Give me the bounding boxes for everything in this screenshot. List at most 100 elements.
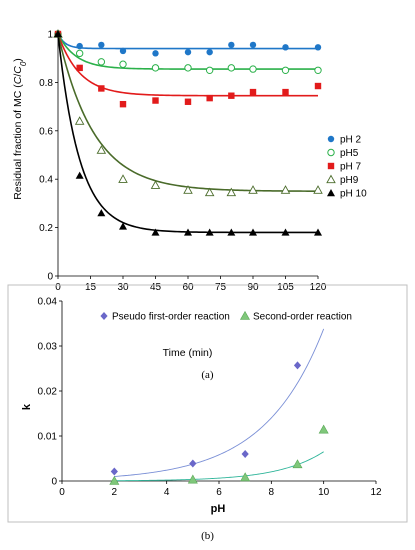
a-point-series-3 (204, 187, 215, 197)
a-y-tick-label: 0.2 (39, 223, 53, 234)
a-point-series-1 (119, 60, 127, 68)
a-point-series-2 (98, 85, 105, 92)
a-x-axis-title: Time (min) (163, 347, 213, 359)
b-axes: 0 0.01 0.02 0.03 0.04 0 2 4 6 8 10 12 (38, 297, 382, 499)
a-y-tick-label: 0.8 (39, 78, 53, 89)
a-point-series-1 (281, 66, 290, 75)
a-point-series-3 (280, 185, 291, 194)
b-point-series-0 (110, 467, 118, 476)
a-caption: (a) (201, 369, 214, 381)
a-x-tick-label: 30 (117, 282, 129, 293)
a-legend-label-2: pH 7 (340, 162, 362, 173)
a-point-series-3 (96, 145, 107, 154)
a-fit-line-series-4 (57, 33, 318, 234)
b-caption: (b) (201, 530, 214, 542)
b-x-tick-label: 6 (216, 487, 222, 498)
a-legend-marker-4 (327, 189, 335, 197)
b-y-tick-label: 0 (51, 477, 57, 488)
a-point-series-0 (184, 48, 192, 56)
a-point-series-3 (183, 185, 193, 194)
a-legend-label-4: pH 10 (340, 189, 367, 200)
a-point-series-1 (151, 64, 160, 72)
a-legend-label-1: pH5 (340, 148, 359, 159)
a-point-series-2 (206, 94, 213, 102)
a-point-series-0 (119, 47, 127, 55)
a-x-tick-label: 120 (310, 282, 327, 293)
a-x-tick-label: 45 (150, 282, 162, 293)
b-fit-line-series-0 (114, 328, 325, 477)
a-y-tick-label: 0.4 (39, 175, 53, 186)
b-point-series-0 (241, 450, 249, 458)
b-point-series-1 (318, 424, 329, 434)
a-point-series-4 (184, 228, 192, 236)
b-point-series-1 (187, 474, 198, 484)
b-fit-line-series-1 (114, 451, 324, 482)
b-x-tick-label: 4 (164, 487, 170, 498)
b-chart-frame (7, 284, 408, 523)
a-point-series-3 (118, 174, 128, 183)
a-fit-curves (57, 33, 318, 234)
b-x-tick-label: 8 (269, 487, 275, 498)
a-point-series-0 (152, 50, 159, 57)
a-point-series-3 (74, 116, 85, 125)
a-point-series-3 (313, 185, 323, 194)
a-y-tick-label: 0 (47, 272, 53, 283)
a-point-series-1 (314, 66, 322, 75)
b-x-tick-label: 12 (370, 487, 382, 498)
a-point-series-0 (249, 41, 257, 49)
a-y-tick-label: 0.6 (39, 126, 53, 137)
a-fit-line-series-3 (57, 33, 318, 192)
a-fit-line-series-0 (57, 33, 318, 50)
a-x-tick-label: 0 (55, 282, 61, 293)
b-y-tick-label: 0.01 (38, 432, 58, 443)
a-point-series-0 (76, 42, 83, 50)
a-y-tick-label: 1 (47, 30, 53, 41)
a-point-series-2 (314, 82, 322, 90)
b-x-axis-title: pH (211, 503, 226, 515)
a-point-series-2 (184, 98, 192, 105)
a-axes: 0 0.2 0.4 0.6 0.8 1 0 15 30 45 60 75 90 105 120 (39, 30, 327, 294)
b-legend-marker-1 (239, 310, 251, 320)
a-legend-marker-0 (327, 135, 335, 143)
a-point-series-4 (249, 228, 257, 236)
a-x-tick-label: 15 (85, 282, 97, 293)
a-point-series-2 (152, 97, 159, 104)
b-legend-marker-0 (100, 312, 108, 320)
a-point-series-4 (75, 171, 84, 179)
a-point-series-4 (314, 228, 322, 236)
b-fit-curves (114, 328, 325, 482)
b-point-series-1 (292, 459, 303, 469)
a-point-series-0 (314, 44, 322, 51)
b-data-points (109, 361, 329, 485)
b-x-tick-label: 10 (318, 487, 330, 498)
b-point-series-1 (109, 475, 120, 485)
a-legend-marker-3 (326, 174, 336, 184)
a-x-tick-label: 60 (182, 282, 194, 293)
a-point-series-1 (97, 58, 106, 66)
a-point-series-4 (281, 228, 290, 236)
a-data-points (53, 29, 323, 236)
a-legend-label-0: pH 2 (340, 135, 362, 146)
a-legend: pH 2 pH5 pH 7 pH9 pH 10 (326, 135, 367, 200)
a-point-series-4 (119, 222, 127, 230)
a-point-series-1 (184, 64, 192, 72)
a-point-series-0 (206, 48, 213, 56)
a-point-series-4 (151, 228, 160, 236)
a-point-series-2 (228, 92, 235, 99)
a-point-series-1 (249, 65, 257, 73)
a-point-series-4 (227, 228, 236, 236)
a-point-series-4 (205, 228, 214, 236)
b-legend-label-1: Second-order reaction (253, 312, 352, 323)
b-y-tick-label: 0.04 (38, 297, 58, 308)
a-x-tick-label: 90 (247, 282, 259, 293)
a-legend-marker-1 (327, 148, 335, 157)
b-legend-label-0: Pseudo first-order reaction (112, 312, 230, 323)
a-point-series-0 (282, 44, 289, 51)
b-point-series-1 (240, 472, 251, 482)
a-legend-marker-2 (327, 162, 335, 170)
a-point-series-2 (119, 100, 127, 108)
a-point-series-2 (282, 88, 289, 96)
a-point-series-3 (226, 187, 237, 197)
a-point-series-0 (228, 41, 235, 49)
